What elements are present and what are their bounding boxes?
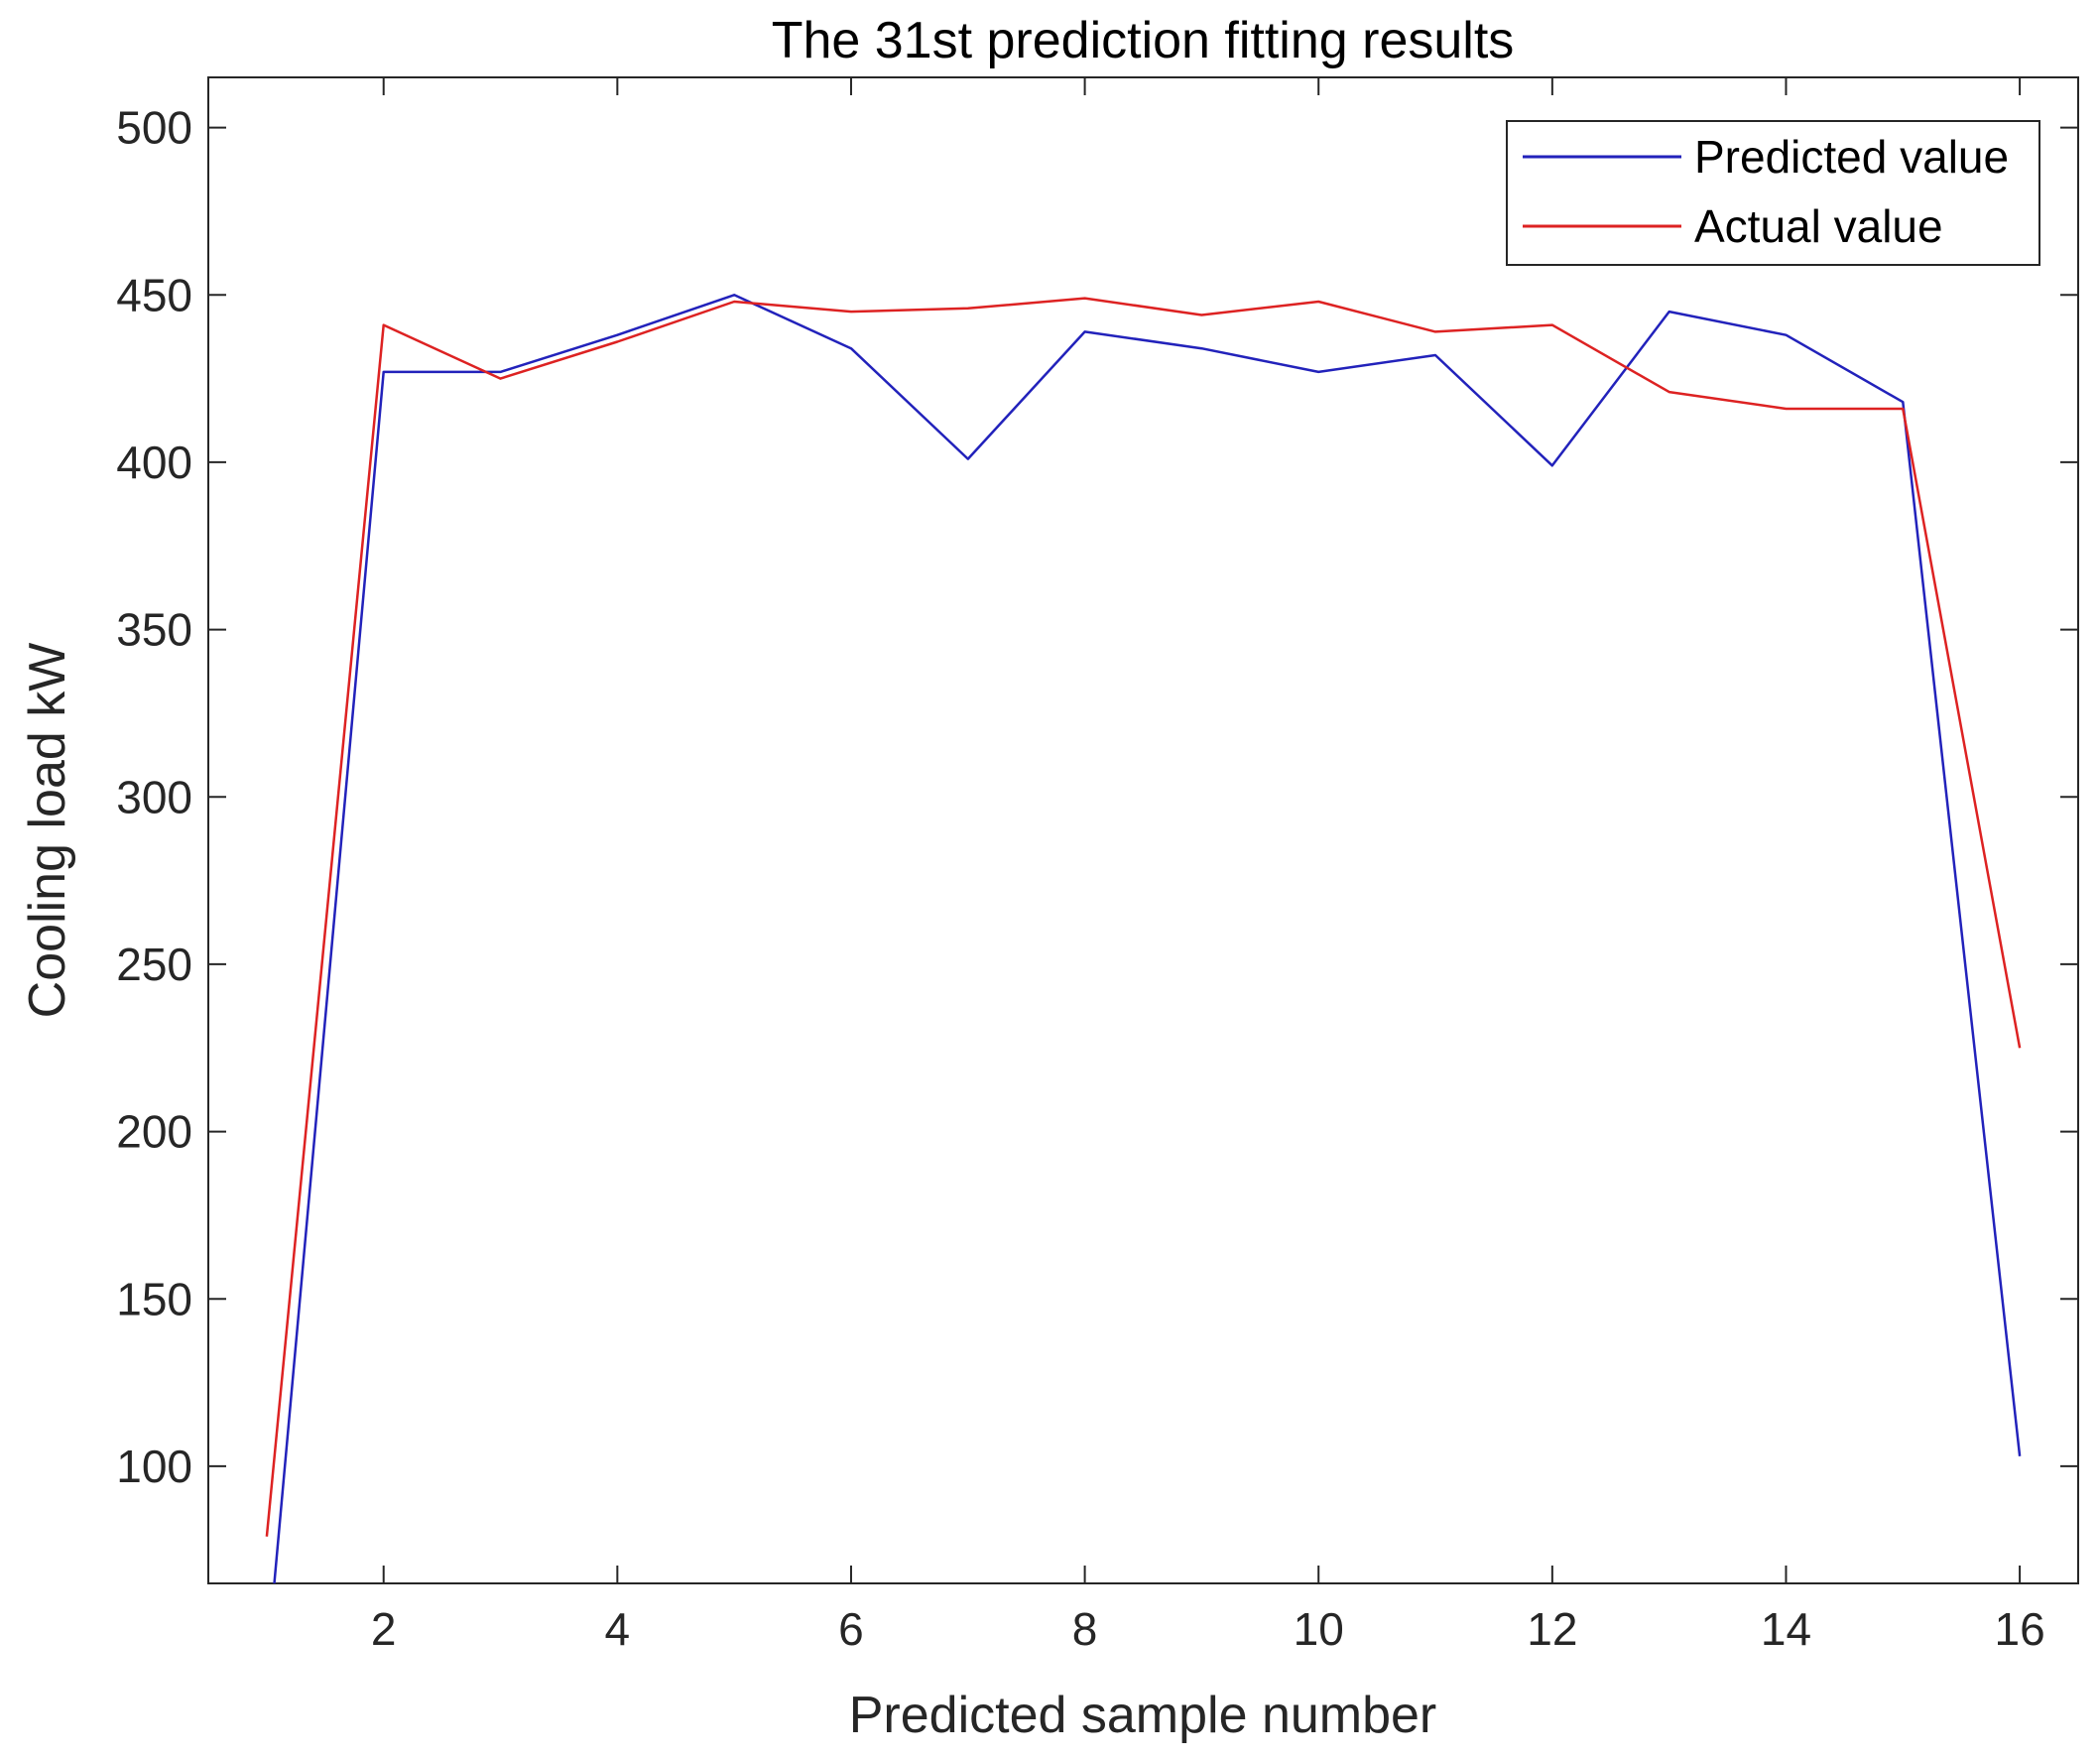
x-tick-label: 14 — [1761, 1603, 1811, 1655]
series-line-actual-value — [265, 297, 2022, 1537]
x-axis: 2 4 6 8 10 12 14 16 — [371, 77, 2045, 1655]
x-tick-label: 10 — [1294, 1603, 1344, 1655]
y-axis: 100 150 200 250 300 350 400 450 500 — [116, 102, 2078, 1492]
x-axis-label: Predicted sample number — [849, 1687, 1437, 1744]
x-tick-label: 12 — [1527, 1603, 1577, 1655]
x-tick-label: 8 — [1072, 1603, 1098, 1655]
x-tick-label: 2 — [371, 1603, 397, 1655]
y-tick-label: 400 — [116, 437, 192, 488]
y-tick-label: 450 — [116, 269, 192, 320]
chart-title: The 31st prediction fitting results — [772, 12, 1515, 69]
legend-label-actual-value: Actual value — [1694, 200, 1943, 252]
y-tick-label: 350 — [116, 604, 192, 656]
y-tick-label: 300 — [116, 771, 192, 822]
x-tick-label: 6 — [838, 1603, 864, 1655]
y-tick-label: 500 — [116, 102, 192, 154]
legend-box — [1506, 120, 2040, 266]
x-tick-label: 16 — [1995, 1603, 2045, 1655]
series-line-predicted-value — [273, 294, 2022, 1583]
legend-label-predicted-value: Predicted value — [1694, 131, 2009, 183]
y-tick-label: 150 — [116, 1273, 192, 1324]
y-tick-label: 200 — [116, 1106, 192, 1158]
series-layer — [265, 294, 2022, 1583]
y-tick-label: 250 — [116, 939, 192, 990]
plot-area — [207, 76, 2079, 1584]
y-axis-label: Cooling load kW — [19, 643, 76, 1019]
legend: Predicted value Actual value — [1506, 120, 2040, 266]
y-tick-label: 100 — [116, 1441, 192, 1492]
x-tick-label: 4 — [605, 1603, 631, 1655]
